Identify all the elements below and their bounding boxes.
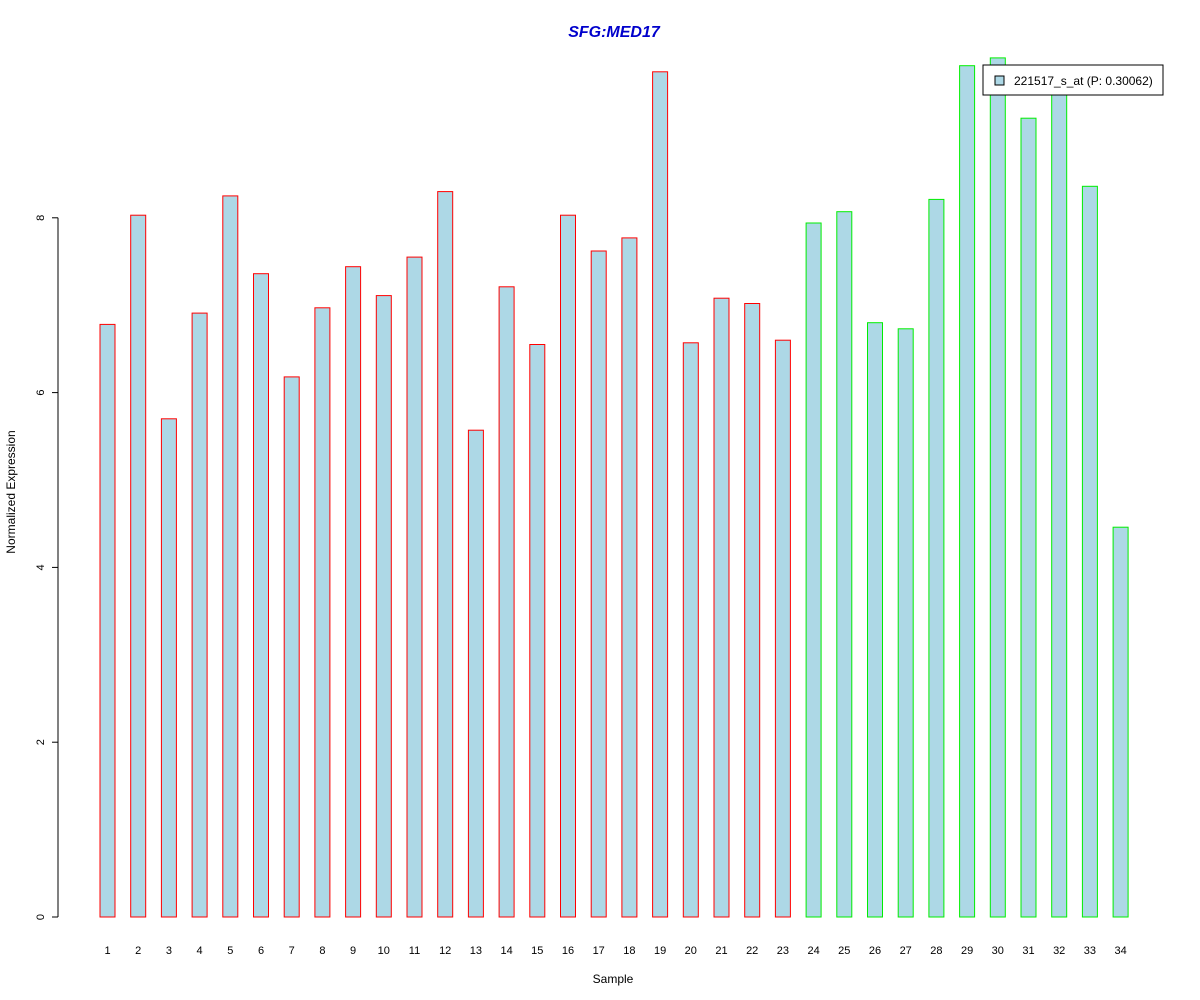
x-tick-label: 17: [593, 945, 605, 957]
bar-sample-2: [130, 214, 147, 918]
bar-sample-34: [1112, 526, 1129, 918]
x-tick-label: 3: [166, 945, 172, 957]
x-tick-label: 16: [562, 945, 574, 957]
bar-sample-7: [283, 376, 300, 918]
bar-sample-12: [437, 191, 454, 918]
x-tick-label: 9: [350, 945, 356, 957]
y-tick-label: 8: [35, 215, 47, 221]
bar-sample-32: [1051, 86, 1068, 918]
bar-sample-11: [406, 256, 423, 918]
y-axis-title: Normalized Expression: [4, 430, 18, 553]
x-tick-label: 32: [1053, 945, 1065, 957]
x-tick-label: 15: [531, 945, 543, 957]
bar-sample-1: [99, 323, 116, 918]
bar-sample-26: [867, 322, 883, 918]
x-tick-label: 25: [838, 945, 850, 957]
x-tick-label: 6: [258, 945, 264, 957]
bar-sample-15: [529, 344, 546, 918]
x-tick-label: 29: [961, 945, 973, 957]
bar-sample-3: [160, 418, 177, 918]
bar-sample-10: [375, 295, 392, 918]
bar-sample-13: [467, 429, 484, 918]
legend-box: [982, 64, 1164, 96]
x-tick-label: 20: [685, 945, 697, 957]
bar-sample-8: [314, 307, 331, 918]
bar-sample-9: [345, 266, 362, 918]
bar-sample-4: [191, 312, 208, 918]
bar-sample-20: [682, 342, 699, 918]
bar-sample-27: [897, 328, 914, 918]
bar-sample-24: [805, 222, 822, 918]
bar-sample-30: [989, 57, 1006, 918]
bar-sample-5: [222, 195, 239, 918]
x-tick-label: 7: [289, 945, 295, 957]
x-tick-label: 1: [104, 945, 110, 957]
bar-sample-6: [253, 273, 269, 918]
x-tick-label: 12: [439, 945, 451, 957]
legend: 221517_s_at (P: 0.30062): [982, 64, 1164, 96]
bar-sample-25: [836, 211, 853, 918]
bar-sample-18: [621, 237, 638, 918]
bar-sample-21: [713, 297, 730, 918]
x-tick-label: 23: [777, 945, 789, 957]
y-axis: 0 2 4 6 8: [35, 215, 59, 920]
x-tick-label: 34: [1114, 945, 1126, 957]
x-tick-label: 31: [1022, 945, 1034, 957]
x-tick-label: 33: [1084, 945, 1096, 957]
x-tick-label: 21: [715, 945, 727, 957]
x-tick-label: 18: [623, 945, 635, 957]
x-tick-label: 2: [135, 945, 141, 957]
bar-sample-23: [774, 339, 791, 918]
x-tick-label: 22: [746, 945, 758, 957]
x-axis-title: Sample: [593, 972, 634, 986]
x-tick-label: 8: [319, 945, 325, 957]
bar-sample-28: [928, 198, 945, 918]
chart-title: SFG:MED17: [568, 24, 661, 41]
x-tick-label: 27: [900, 945, 912, 957]
legend-swatch: [994, 75, 1005, 86]
bar-sample-19: [652, 71, 669, 918]
legend-label: 221517_s_at (P: 0.30062): [1014, 74, 1153, 88]
y-tick-label: 4: [35, 564, 47, 570]
x-tick-label: 4: [197, 945, 203, 957]
y-tick-label: 0: [35, 914, 47, 920]
x-tick-labels: 1 2 3 4 5 6 7 8 9 10 11 12 13 14 15 16 17 18 19 20 21 22 23 24 2…: [104, 945, 1126, 957]
bars-group: [99, 57, 1129, 918]
bar-sample-22: [744, 303, 761, 918]
x-tick-label: 28: [930, 945, 942, 957]
x-tick-label: 24: [807, 945, 819, 957]
bar-sample-14: [498, 286, 515, 918]
x-tick-label: 30: [992, 945, 1004, 957]
bar-sample-31: [1020, 117, 1037, 918]
x-tick-label: 5: [227, 945, 233, 957]
y-tick-label: 6: [35, 390, 47, 396]
x-tick-label: 14: [500, 945, 512, 957]
x-tick-label: 26: [869, 945, 881, 957]
bar-sample-17: [590, 250, 607, 918]
x-tick-label: 19: [654, 945, 666, 957]
bar-sample-16: [560, 214, 576, 918]
x-tick-label: 10: [378, 945, 390, 957]
x-tick-label: 11: [409, 945, 420, 957]
x-tick-label: 13: [470, 945, 482, 957]
y-tick-label: 2: [35, 739, 47, 745]
bar-sample-33: [1081, 185, 1098, 918]
bar-sample-29: [959, 65, 976, 918]
